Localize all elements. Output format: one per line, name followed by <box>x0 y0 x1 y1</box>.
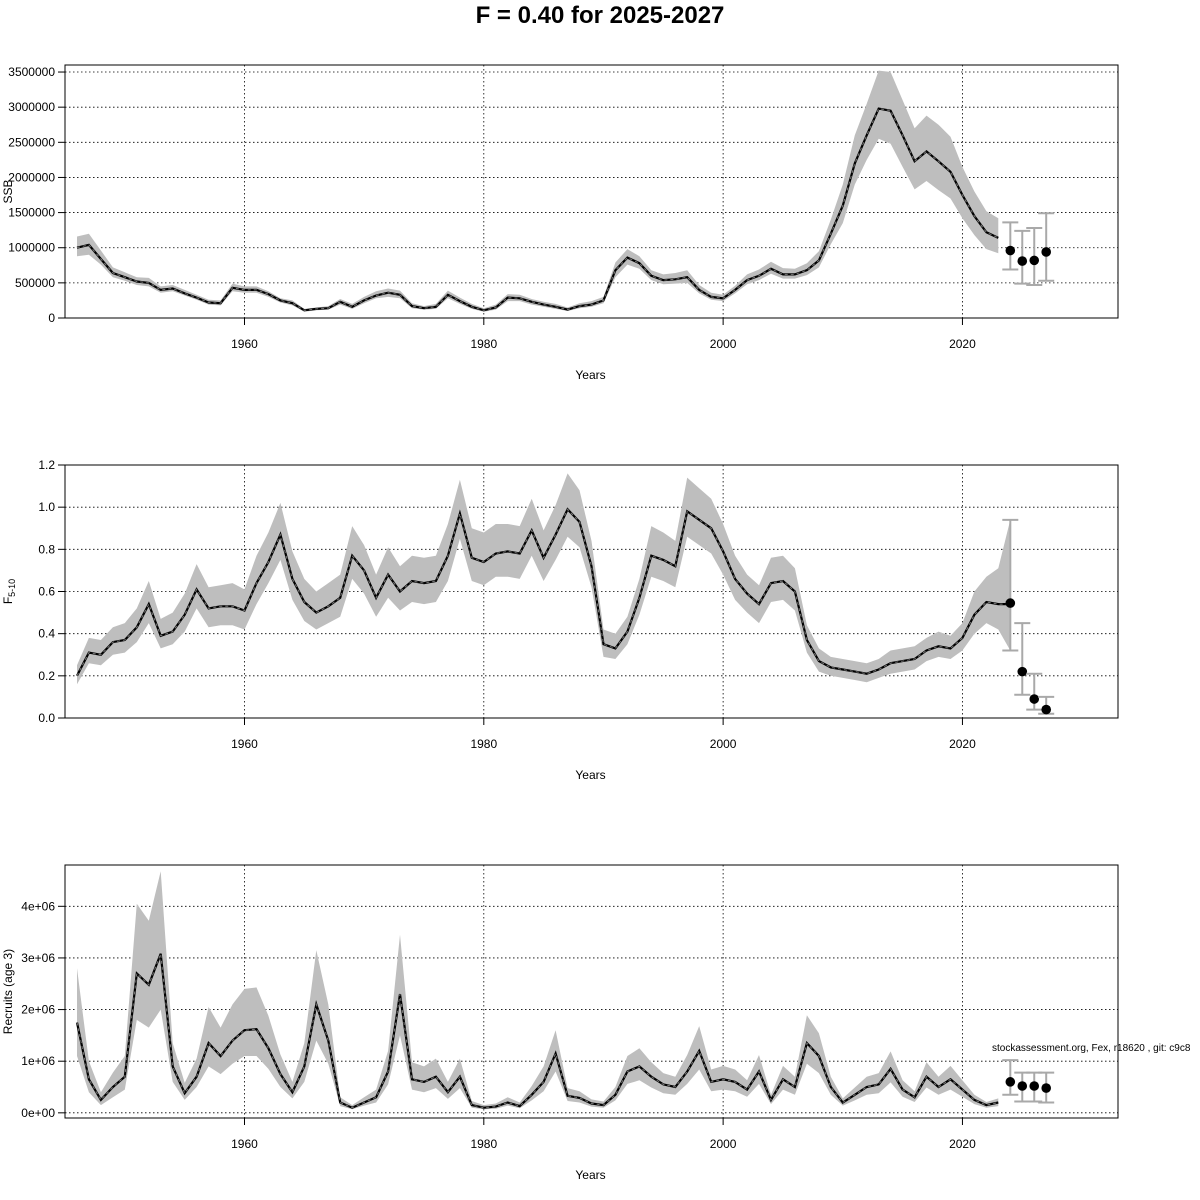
y-tick-label: 0.2 <box>38 669 55 683</box>
y-tick-label: 3e+06 <box>21 951 55 965</box>
forecast-point <box>1041 247 1052 257</box>
y-tick-label: 0 <box>48 311 55 325</box>
y-tick-label: 0.0 <box>38 711 55 725</box>
y-tick-label: 1000000 <box>8 241 55 255</box>
y-tick-label: 4e+06 <box>21 899 55 913</box>
x-tick-label: 1980 <box>470 1137 497 1151</box>
y-tick-label: 1500000 <box>8 206 55 220</box>
y-tick-label: 0.6 <box>38 585 55 599</box>
y-tick-label: 2e+06 <box>21 1003 55 1017</box>
confidence-band <box>77 70 999 312</box>
chart-title: F = 0.40 for 2025-2027 <box>475 2 725 29</box>
x-tick-label: 2000 <box>710 737 737 751</box>
y-axis-label-subscript: 5-10 <box>7 579 17 597</box>
forecast-point <box>1029 694 1040 704</box>
y-tick-label: 0.4 <box>38 627 55 641</box>
x-tick-label: 2020 <box>949 337 976 351</box>
plot-frame <box>64 64 1119 319</box>
estimate-line <box>76 107 999 312</box>
y-axis-label: Recruits (age 3) <box>1 949 15 1034</box>
y-tick-label: 0e+00 <box>21 1106 55 1120</box>
x-tick-label: 1960 <box>231 737 258 751</box>
x-tick-label: 2000 <box>710 1137 737 1151</box>
forecast-point <box>1005 245 1016 256</box>
x-tick-label: 2020 <box>949 1137 976 1151</box>
y-tick-label: 1.0 <box>38 500 55 514</box>
y-tick-label: 2500000 <box>8 135 55 149</box>
forecast-point <box>1041 704 1052 715</box>
y-tick-label: 2000000 <box>8 170 55 184</box>
forecast-point <box>1041 1083 1052 1093</box>
y-tick-label: 1.2 <box>38 458 55 472</box>
forecast-point <box>1017 666 1028 677</box>
confidence-band <box>77 473 1011 685</box>
y-tick-label: 3500000 <box>8 65 55 79</box>
plot-frame <box>64 864 1119 1119</box>
x-axis-label: Years <box>575 368 605 382</box>
forecast-point <box>1005 598 1016 608</box>
forecast-point <box>1017 256 1028 266</box>
y-tick-label: 3000000 <box>8 100 55 114</box>
x-tick-label: 1980 <box>470 337 497 351</box>
y-axis-label: F5-10 <box>1 579 17 604</box>
x-tick-label: 2020 <box>949 737 976 751</box>
x-tick-label: 1960 <box>231 337 258 351</box>
forecast-point <box>1017 1081 1028 1091</box>
forecast-point <box>1029 255 1040 266</box>
forecast-point <box>1029 1081 1040 1091</box>
y-axis-label: SSB <box>1 179 15 203</box>
x-axis-label: Years <box>575 1168 605 1182</box>
y-tick-label: 0.8 <box>38 542 55 556</box>
y-tick-label: 500000 <box>15 276 55 290</box>
estimate-line-dash <box>76 508 1011 677</box>
x-tick-label: 2000 <box>710 337 737 351</box>
confidence-band <box>77 871 999 1110</box>
x-tick-label: 1980 <box>470 737 497 751</box>
x-axis-label: Years <box>575 768 605 782</box>
watermark-text: stockassessment.org, Fex, r18620 , git: … <box>992 1043 1191 1054</box>
y-tick-label: 1e+06 <box>21 1054 55 1068</box>
x-tick-label: 1960 <box>231 1137 258 1151</box>
estimate-line-dash <box>76 953 999 1109</box>
forecast-point <box>1005 1077 1016 1087</box>
